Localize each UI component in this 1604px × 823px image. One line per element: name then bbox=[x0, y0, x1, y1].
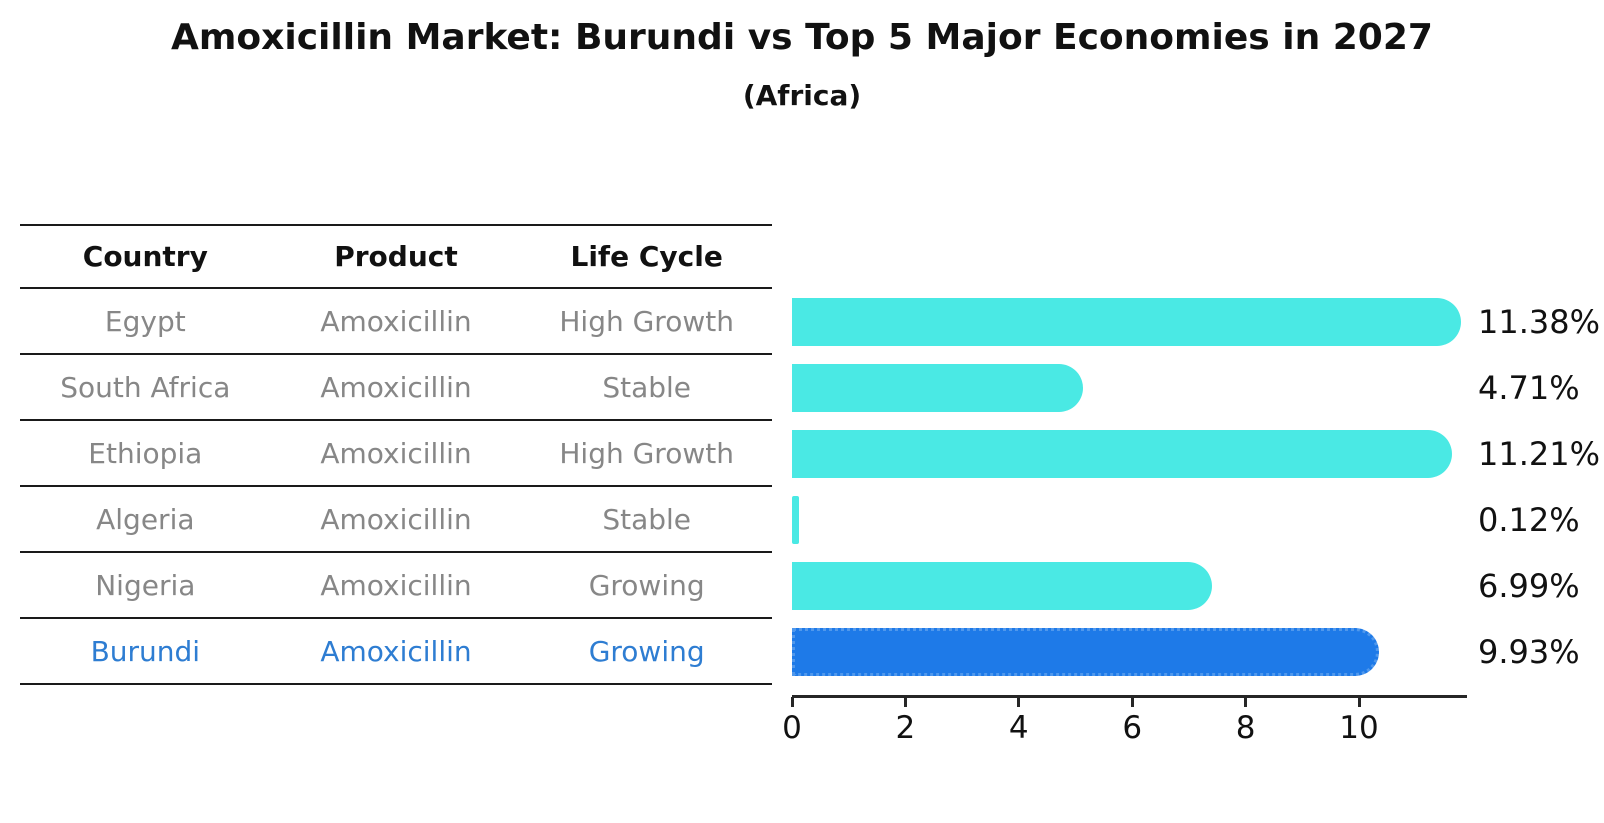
table-row-south-africa: South Africa Amoxicillin Stable bbox=[20, 355, 772, 421]
table-row-nigeria: Nigeria Amoxicillin Growing bbox=[20, 553, 772, 619]
bar-row-burundi bbox=[792, 619, 1604, 685]
product-cell: Amoxicillin bbox=[320, 502, 472, 536]
bar-algeria bbox=[792, 496, 799, 544]
table-row-burundi: Burundi Amoxicillin Growing bbox=[20, 619, 772, 685]
chart-subtitle: (Africa) bbox=[742, 79, 862, 112]
country-cell: Burundi bbox=[90, 634, 201, 668]
bar-value-label-algeria: 0.12% bbox=[1478, 501, 1580, 539]
product-cell: Amoxicillin bbox=[320, 370, 472, 404]
product-cell: Amoxicillin bbox=[320, 436, 472, 470]
product-cell: Amoxicillin bbox=[320, 634, 472, 668]
x-axis-tick bbox=[1357, 697, 1361, 707]
table-header-row: Country Product Life Cycle bbox=[20, 224, 772, 289]
country-cell: Algeria bbox=[96, 502, 195, 536]
x-axis-tick-label: 4 bbox=[1008, 710, 1029, 746]
bar-value-label-burundi: 9.93% bbox=[1478, 633, 1580, 671]
bar-value-label-egypt: 11.38% bbox=[1478, 303, 1601, 341]
column-header-life-cycle: Life Cycle bbox=[570, 240, 723, 273]
table-body: Egypt Amoxicillin High Growth South Africa A… bbox=[20, 289, 772, 685]
column-header-product: Product bbox=[334, 240, 458, 273]
x-axis-tick bbox=[903, 697, 907, 707]
life-cycle-cell: Stable bbox=[602, 502, 692, 536]
life-cycle-cell: Growing bbox=[588, 634, 705, 668]
bar-ethiopia bbox=[792, 430, 1452, 478]
bar-row-egypt bbox=[792, 289, 1604, 355]
x-axis-line bbox=[792, 695, 1467, 698]
x-axis-tick bbox=[1017, 697, 1021, 707]
x-axis-tick-label: 0 bbox=[782, 710, 802, 746]
bar-nigeria bbox=[792, 562, 1213, 610]
x-axis: 0 2 4 6 8 10 bbox=[782, 697, 1467, 757]
x-axis-tick-label: 10 bbox=[1339, 710, 1379, 746]
life-cycle-cell: High Growth bbox=[559, 436, 734, 470]
bar-row-nigeria bbox=[792, 553, 1604, 619]
bar-value-label-nigeria: 6.99% bbox=[1478, 567, 1580, 605]
bar-value-labels: 11.38% 4.71% 11.21% 0.12% 6.99% 9.93% bbox=[1478, 289, 1604, 685]
product-cell: Amoxicillin bbox=[320, 568, 472, 602]
x-axis-tick bbox=[1244, 697, 1248, 707]
bar-value-label-ethiopia: 11.21% bbox=[1478, 435, 1601, 473]
life-cycle-cell: Stable bbox=[602, 370, 692, 404]
country-cell: Egypt bbox=[104, 304, 186, 338]
x-axis-tick-label: 8 bbox=[1235, 710, 1256, 746]
x-axis-tick bbox=[1130, 697, 1134, 707]
life-cycle-cell: High Growth bbox=[559, 304, 734, 338]
bar-row-ethiopia bbox=[792, 421, 1604, 487]
bar-value-label-south-africa: 4.71% bbox=[1478, 369, 1580, 407]
country-cell: South Africa bbox=[60, 370, 231, 404]
product-cell: Amoxicillin bbox=[320, 304, 472, 338]
column-header-country: Country bbox=[82, 240, 208, 273]
bar-burundi bbox=[792, 628, 1379, 676]
x-axis-tick-label: 6 bbox=[1122, 710, 1143, 746]
bar-south-africa bbox=[792, 364, 1084, 412]
x-axis-tick-label: 2 bbox=[895, 710, 916, 746]
life-cycle-cell: Growing bbox=[588, 568, 705, 602]
bar-egypt bbox=[792, 298, 1462, 346]
bar-row-south-africa bbox=[792, 355, 1604, 421]
bar-row-algeria bbox=[792, 487, 1604, 553]
table-row-algeria: Algeria Amoxicillin Stable bbox=[20, 487, 772, 553]
country-cell: Ethiopia bbox=[88, 436, 203, 470]
chart-title: Amoxicillin Market: Burundi vs Top 5 Maj… bbox=[171, 17, 1433, 58]
table-row-egypt: Egypt Amoxicillin High Growth bbox=[20, 289, 772, 355]
bar-plot-area bbox=[792, 289, 1604, 685]
country-cell: Nigeria bbox=[95, 568, 196, 602]
x-axis-tick bbox=[790, 697, 794, 707]
table-row-ethiopia: Ethiopia Amoxicillin High Growth bbox=[20, 421, 772, 487]
country-table: Country Product Life Cycle Egypt Amoxicil… bbox=[20, 224, 772, 685]
